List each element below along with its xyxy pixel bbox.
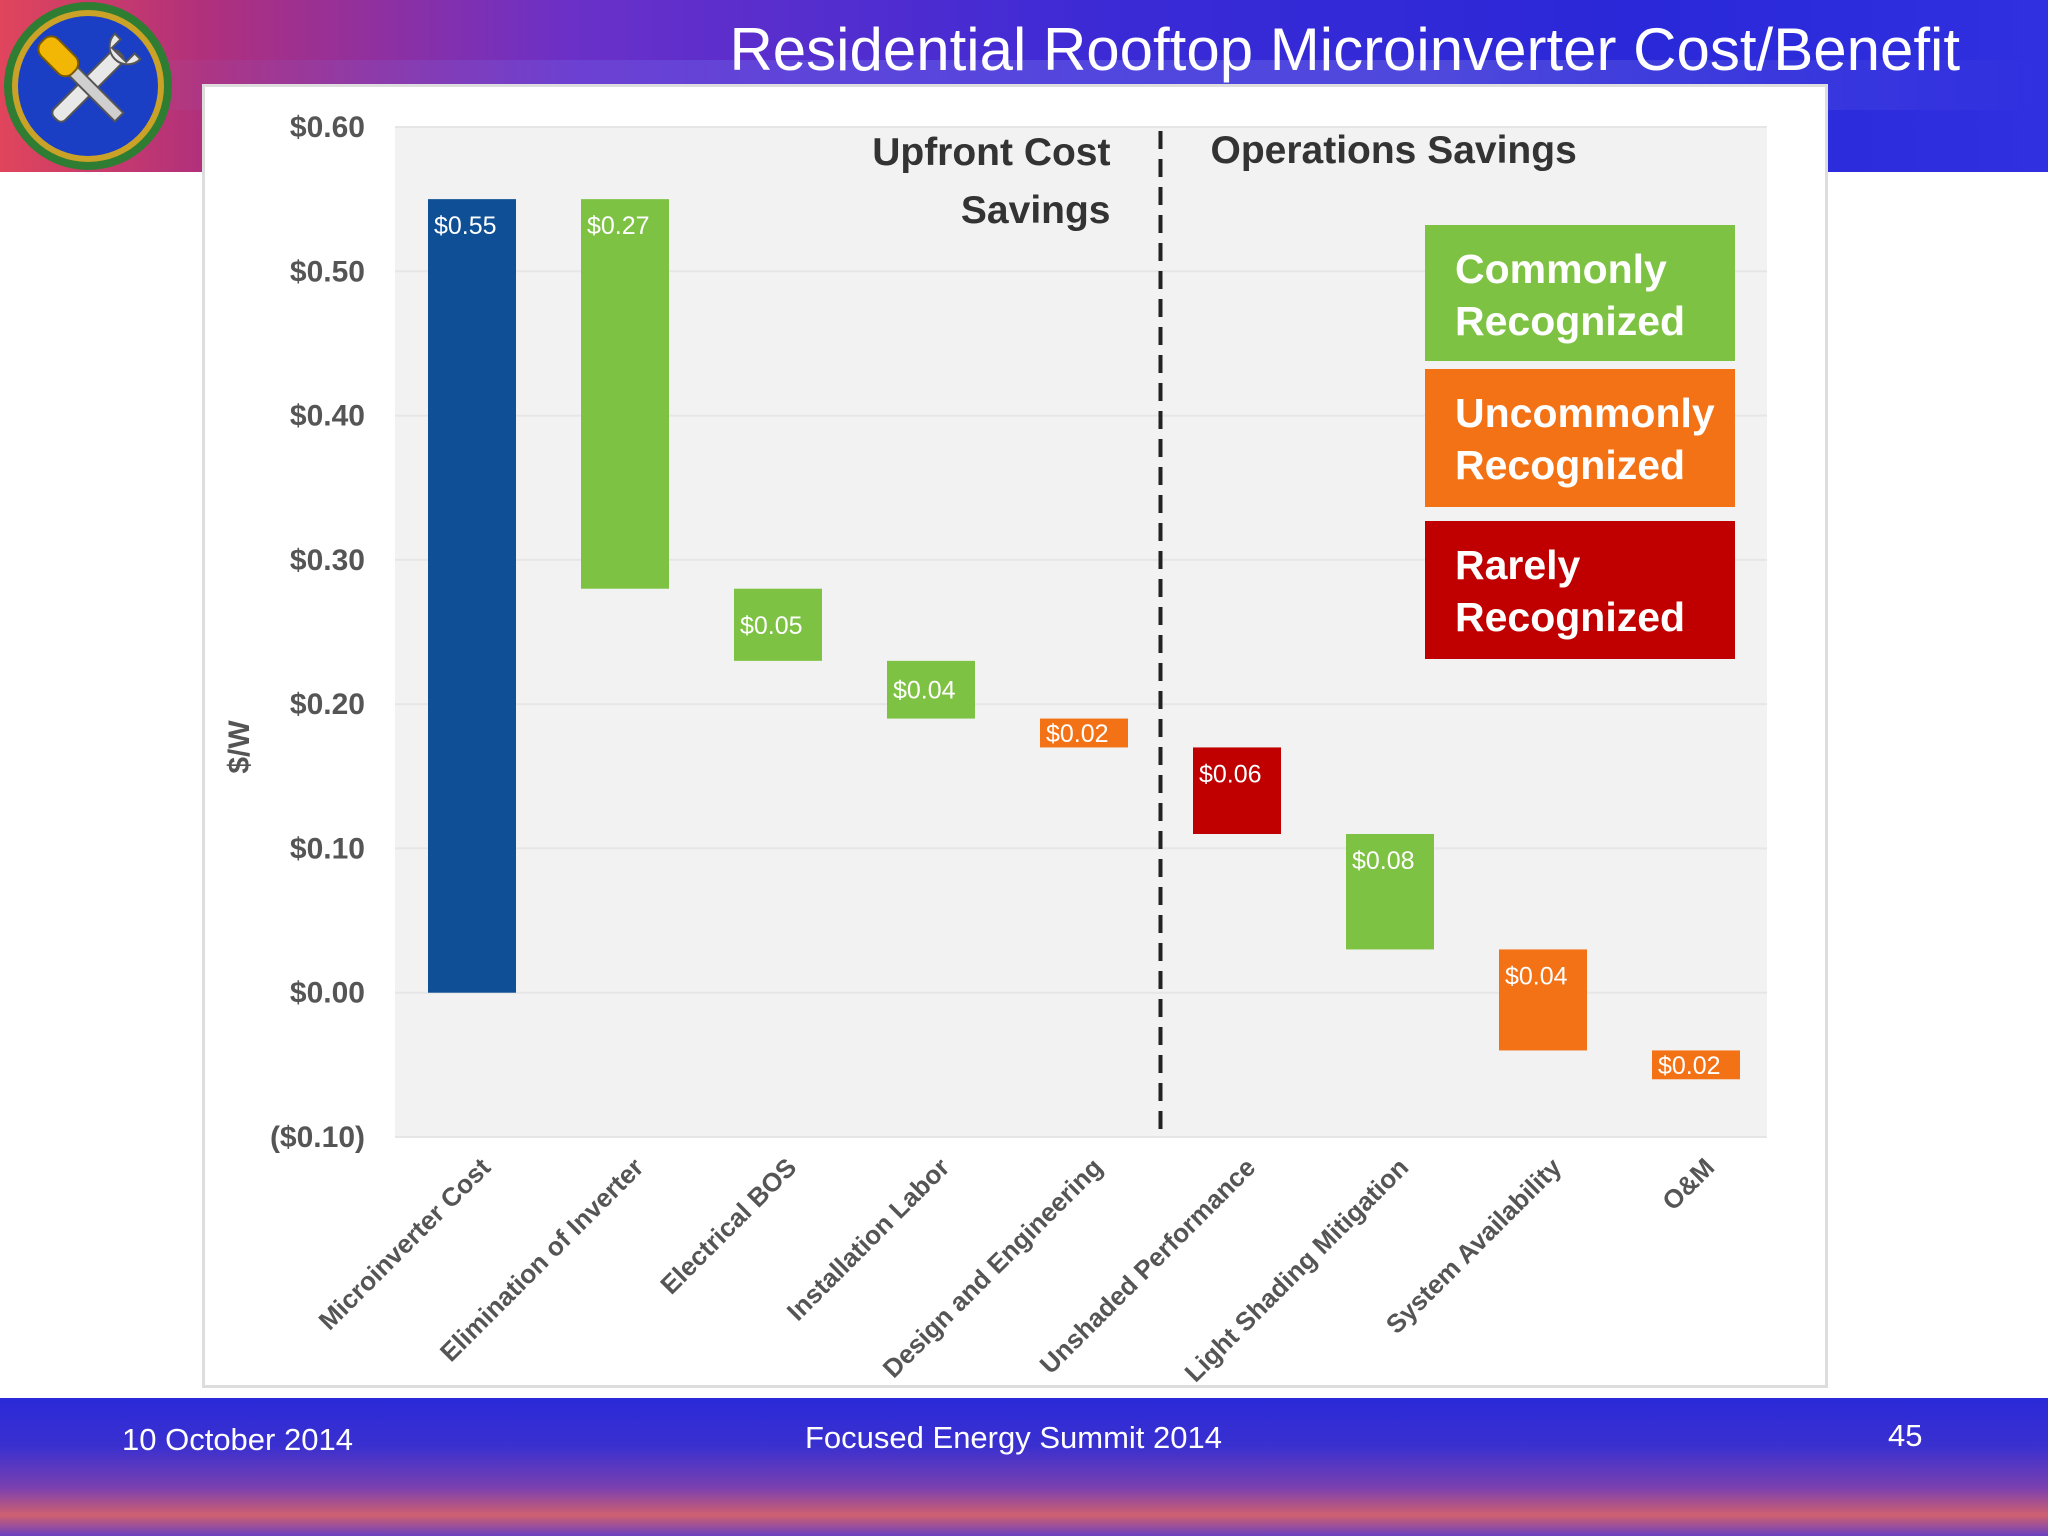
page-number: 45 — [1888, 1418, 1923, 1453]
bar-installation-labor — [887, 660, 975, 719]
data-label: $0.04 — [1505, 962, 1568, 990]
data-label: $0.06 — [1199, 760, 1262, 788]
legend-entry-common: Recognized — [1455, 298, 1685, 344]
bar-o-m — [1652, 1050, 1740, 1080]
page-title: Residential Rooftop Microinverter Cost/B… — [729, 16, 1960, 83]
data-label: $0.05 — [740, 612, 803, 640]
y-tick-label: $0.20 — [290, 688, 365, 721]
legend-entry-rare: Recognized — [1455, 594, 1685, 640]
tools-logo-icon — [4, 2, 172, 170]
category-label: O&M — [1656, 1152, 1720, 1216]
legend-swatch-uncommon — [1425, 369, 1735, 507]
bar-design-and-engineering — [1040, 718, 1128, 748]
bar-microinverter-cost — [428, 199, 516, 993]
section-header-operations: Operations Savings — [1211, 129, 1577, 172]
footer-date: 10 October 2014 — [122, 1422, 353, 1457]
y-tick-label: $0.00 — [290, 977, 365, 1010]
bar-unshaded-performance — [1193, 747, 1281, 834]
legend-entry-uncommon: Uncommonly — [1455, 390, 1715, 436]
y-axis-label: $/W — [223, 720, 256, 774]
y-tick-label: $0.50 — [290, 255, 365, 288]
section-header-upfront: Upfront Cost — [872, 131, 1110, 174]
bar-light-shading-mitigation — [1346, 834, 1434, 950]
category-label: Electrical BOS — [654, 1152, 802, 1300]
y-tick-label: $0.10 — [290, 832, 365, 865]
category-label: System Availability — [1380, 1152, 1568, 1340]
section-header-upfront: Savings — [961, 189, 1111, 232]
category-label: Installation Labor — [781, 1152, 955, 1326]
legend-entry-common: Commonly — [1455, 246, 1667, 292]
legend-entry-uncommon: Recognized — [1455, 442, 1685, 488]
footer-event: Focused Energy Summit 2014 — [805, 1420, 1222, 1455]
y-tick-label: ($0.10) — [270, 1121, 365, 1154]
legend-swatch-rare — [1425, 521, 1735, 659]
legend-swatch-common — [1425, 225, 1735, 361]
chart-card: $0.60 $0.50 $0.40 $0.30 $0.20 $0.10 $0.00 ($0.1… — [202, 84, 1828, 1388]
legend-entry-rare: Rarely — [1455, 542, 1581, 588]
category-label: Microinverter Cost — [313, 1152, 497, 1336]
data-label: $0.04 — [893, 677, 956, 705]
data-label: $0.08 — [1352, 847, 1415, 875]
data-label: $0.27 — [587, 212, 650, 240]
bar-elimination-of-inverter — [581, 199, 669, 589]
bottom-banner — [0, 1398, 2048, 1536]
data-label: $0.02 — [1046, 720, 1109, 748]
data-label: $0.55 — [434, 212, 497, 240]
bar-electrical-bos — [734, 588, 822, 661]
data-label: $0.02 — [1658, 1052, 1721, 1080]
waterfall-chart: $0.60 $0.50 $0.40 $0.30 $0.20 $0.10 $0.00 ($0.1… — [223, 111, 1767, 1385]
y-tick-label: $0.40 — [290, 400, 365, 433]
y-tick-label: $0.30 — [290, 544, 365, 577]
bar-system-availability — [1499, 949, 1587, 1051]
y-tick-label: $0.60 — [290, 111, 365, 144]
